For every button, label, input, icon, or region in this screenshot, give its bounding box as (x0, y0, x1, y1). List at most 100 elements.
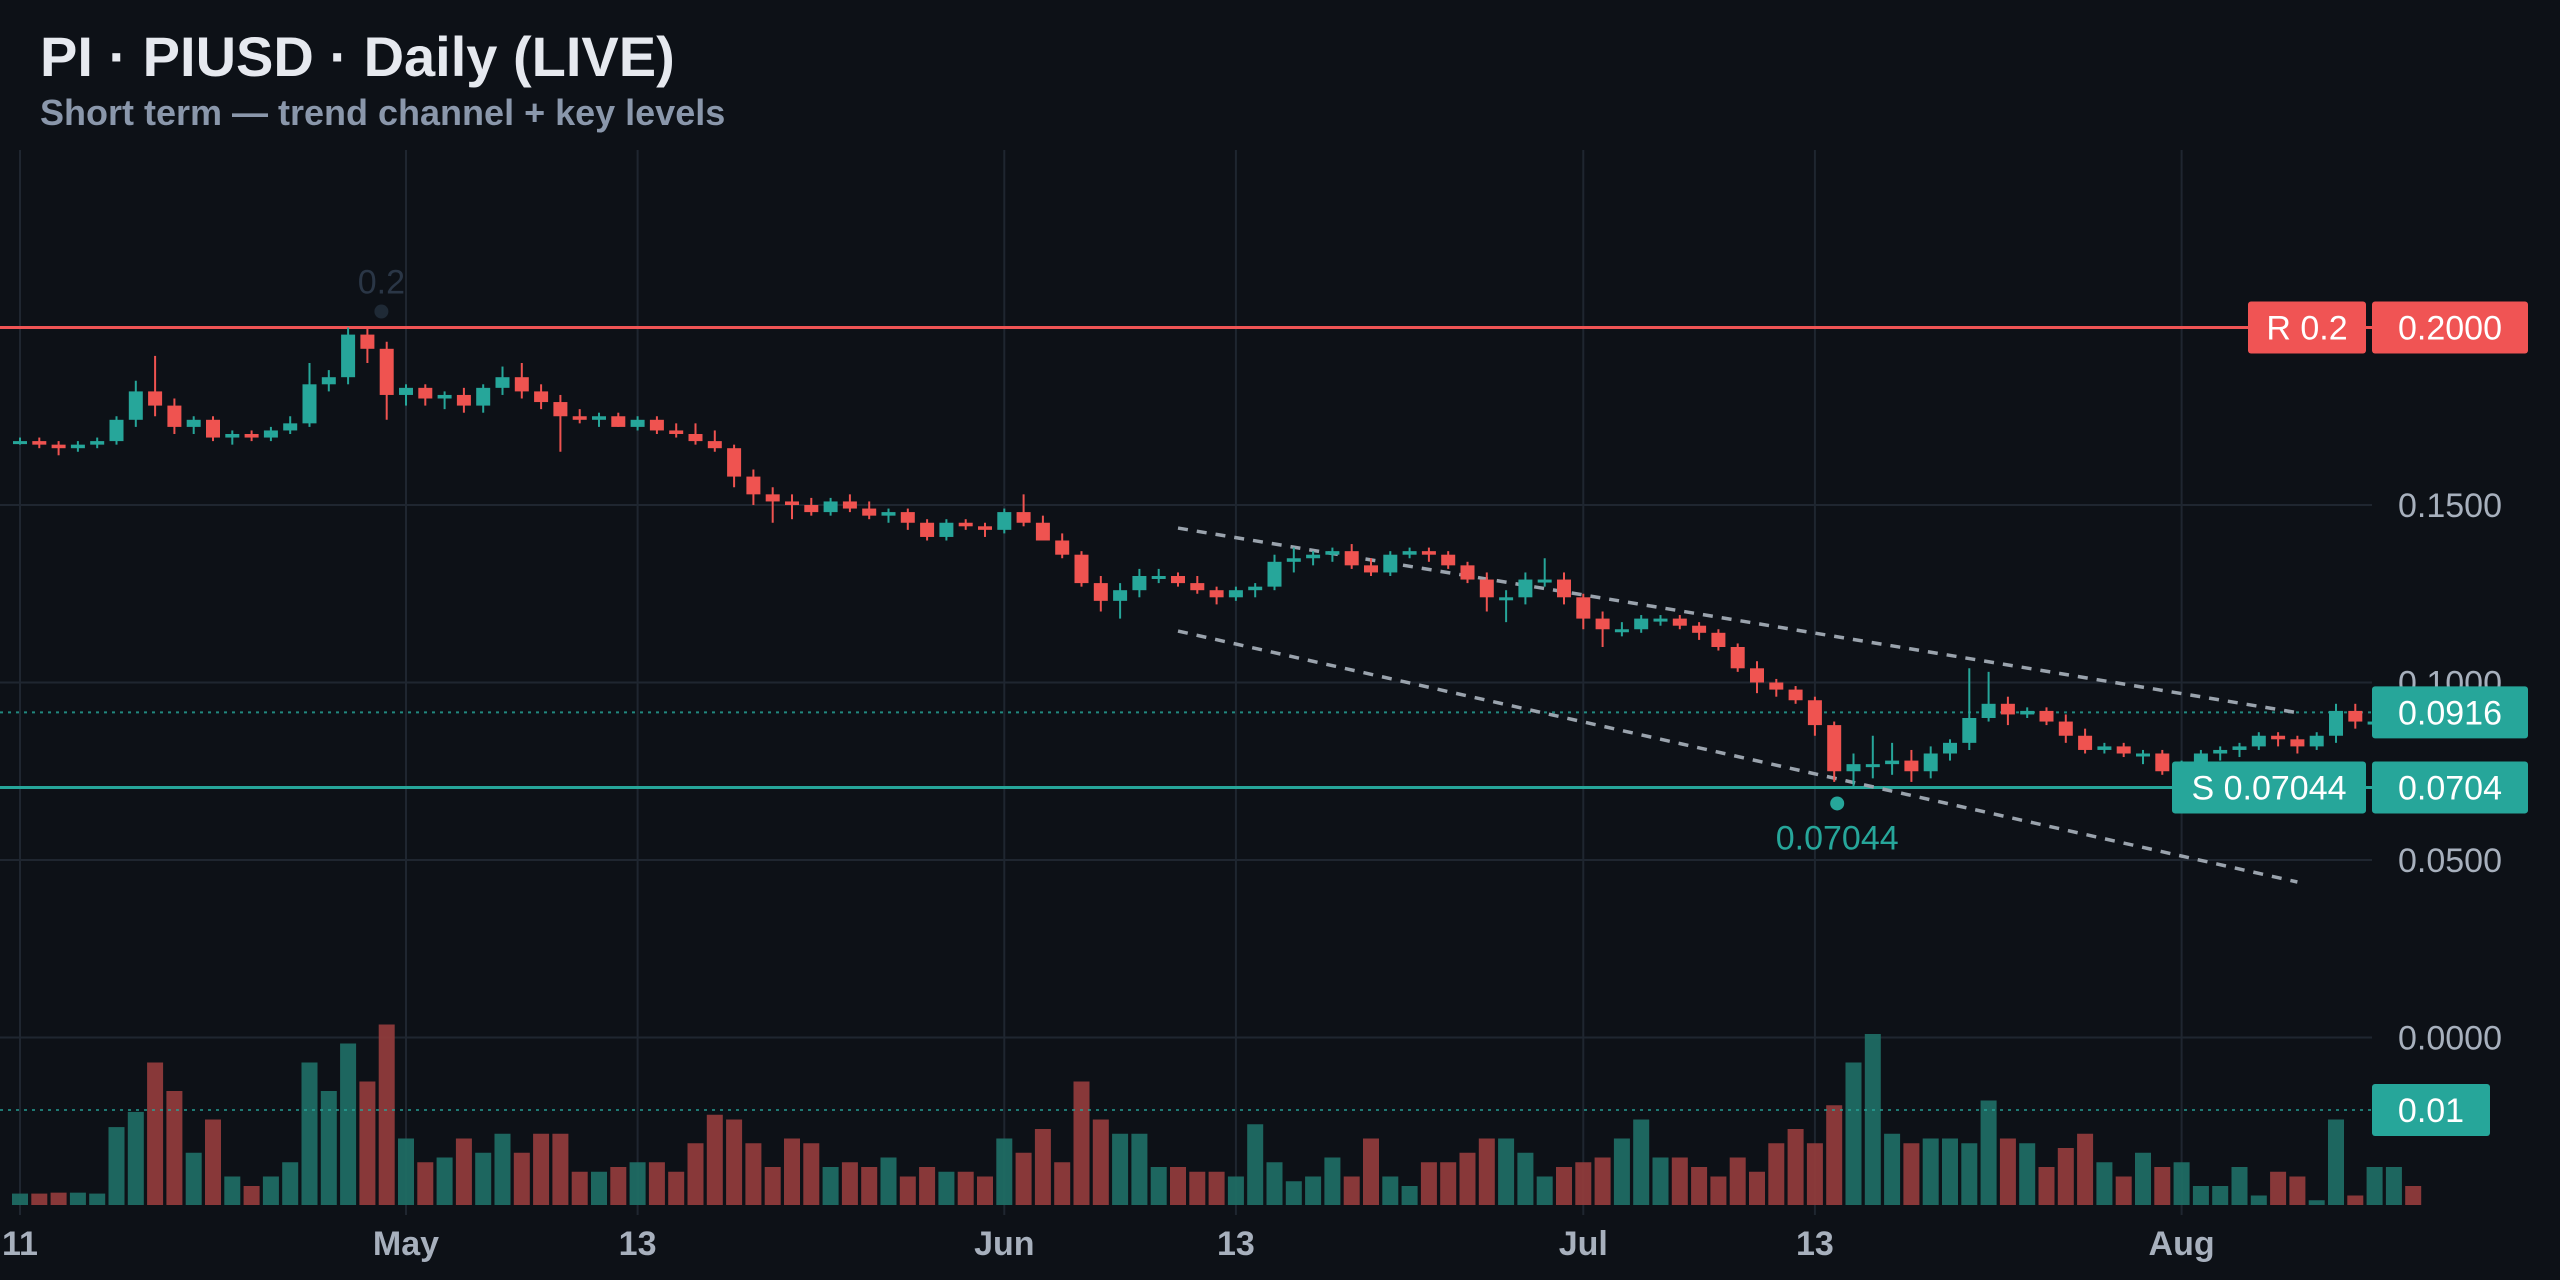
volume-bar (2192, 1186, 2209, 1205)
candle-up (997, 512, 1012, 530)
volume-bar (1652, 1157, 1669, 1205)
candle-up (1151, 576, 1166, 579)
candle-down (51, 444, 66, 449)
volume-bar (185, 1152, 202, 1205)
candle-up (1306, 554, 1321, 559)
candle-down (1344, 551, 1359, 566)
volume-bar (89, 1193, 106, 1205)
candle-up (70, 444, 85, 449)
volume-bar (1903, 1143, 1920, 1205)
volume-bar (127, 1111, 144, 1205)
candle-down (978, 526, 992, 530)
price-tick-label: 0.1500 (2398, 487, 2502, 525)
volume-bar (1575, 1162, 1592, 1205)
candle-down (1692, 625, 1707, 633)
candle-down (1016, 512, 1031, 523)
volume-bar (1884, 1133, 1901, 1205)
candle-up (128, 391, 143, 420)
volume-bar (668, 1171, 685, 1205)
price-tick-label: 0.0500 (2398, 842, 2502, 880)
volume-bar (1208, 1171, 1225, 1205)
volume-bar (1266, 1162, 1283, 1205)
volume-bar (1440, 1162, 1457, 1205)
volume-bar (1980, 1100, 1997, 1205)
volume-bar (262, 1176, 279, 1205)
volume-bar (1729, 1157, 1746, 1205)
volume-bar (1864, 1034, 1881, 1205)
candle-up (1518, 579, 1533, 598)
candle-down (244, 434, 259, 438)
volume-bar (301, 1062, 318, 1205)
time-tick-label: Jun (974, 1225, 1034, 1263)
candle-up (2097, 746, 2112, 750)
volume-bar (2135, 1152, 2151, 1205)
candle-up (1846, 764, 1861, 772)
candle-up (225, 434, 240, 438)
volume-bar (147, 1062, 164, 1205)
volume-bar (50, 1192, 67, 1205)
key-levels (0, 326, 2372, 789)
volume-bar (1498, 1138, 1515, 1205)
volume-bar (1922, 1138, 1939, 1205)
volume-bar (745, 1143, 762, 1205)
candle-down (1750, 668, 1764, 683)
candle-up (2251, 735, 2266, 747)
volume-bar (224, 1176, 241, 1205)
volume-badge-bg (2372, 1084, 2490, 1136)
volume-bar (1749, 1171, 1765, 1205)
candle-down (148, 391, 163, 406)
volume-bar (1285, 1181, 1302, 1205)
candle-up (263, 430, 278, 438)
volume-bar (2308, 1200, 2325, 1205)
swing-low-label: 0.07044 (1776, 819, 1899, 857)
volume-bar (359, 1081, 376, 1205)
volume-bar (957, 1171, 974, 1205)
candle-up (592, 416, 606, 420)
candle-down (2290, 739, 2305, 747)
time-axis: 11 May 13 Jun 13 Jul 13 Aug (2, 1225, 2215, 1263)
candle-up (1885, 760, 1900, 765)
volume-bar (2096, 1162, 2113, 1205)
candle-down (456, 394, 471, 406)
volume-bar (803, 1143, 820, 1205)
volume-bar (822, 1167, 839, 1205)
volume-bar (1054, 1162, 1071, 1205)
candle-down (2000, 703, 2015, 715)
candle-down (900, 512, 915, 523)
candle-down (418, 387, 433, 399)
volume-bar (1112, 1133, 1129, 1205)
volume-bar (1150, 1167, 1167, 1205)
volume-bar (1170, 1167, 1186, 1205)
candle-up (283, 423, 298, 431)
candle-up (1383, 554, 1398, 573)
candle-down (553, 402, 568, 417)
volume-bar (977, 1176, 993, 1205)
volume-bar (2154, 1167, 2171, 1205)
volume-bar (12, 1193, 28, 1205)
volume-bar (552, 1133, 569, 1205)
volume-bar (1942, 1138, 1958, 1205)
chart-subtitle: Short term — trend channel + key levels (40, 92, 726, 133)
candle-down (1035, 522, 1050, 541)
volume-bar (166, 1091, 183, 1205)
candle-down (1827, 725, 1842, 772)
candle-down (1595, 618, 1610, 630)
volume-bar (1015, 1152, 1032, 1205)
volume-bar (2347, 1195, 2364, 1205)
candle-down (1441, 554, 1456, 566)
candle-up (939, 522, 954, 537)
volume-bar (919, 1167, 936, 1205)
candle-down (2116, 746, 2131, 754)
last-price-badge-bg (2372, 686, 2528, 739)
candle-up (2020, 710, 2035, 715)
volume-bar (320, 1091, 337, 1205)
volume-bar (1247, 1124, 1264, 1205)
candle-down (572, 416, 587, 420)
volume-bar (243, 1186, 260, 1205)
candle-down (1479, 579, 1494, 598)
candle-down (842, 501, 857, 509)
candle-down (514, 377, 529, 392)
volume-bar (1787, 1129, 1804, 1205)
chart-title: PI · PIUSD · Daily (LIVE) (40, 25, 675, 88)
